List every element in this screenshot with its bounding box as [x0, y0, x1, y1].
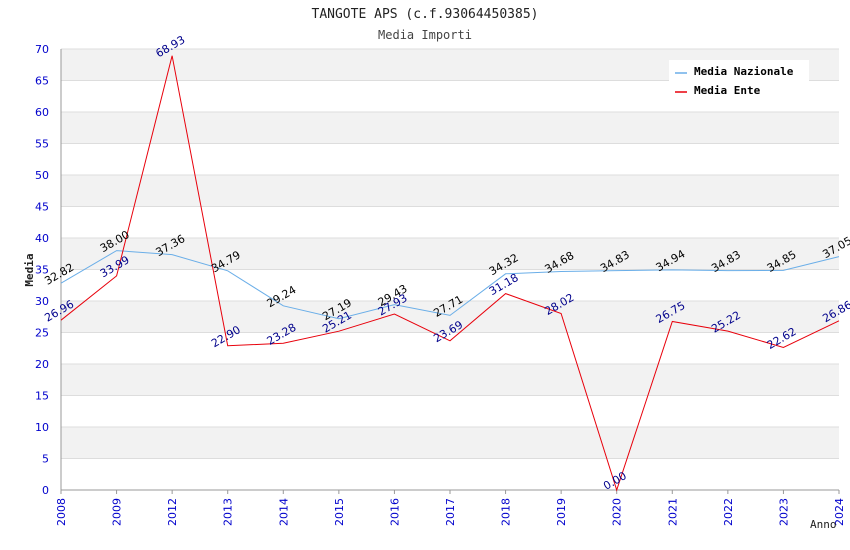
x-tick-label: 2009: [111, 498, 124, 526]
y-tick-label: 20: [35, 358, 49, 371]
grid-band: [61, 301, 839, 333]
x-tick-label: 2023: [777, 498, 790, 526]
chart-subtitle: Media Importi: [378, 28, 472, 42]
y-tick-label: 40: [35, 232, 49, 245]
y-tick-label: 60: [35, 106, 49, 119]
x-tick-label: 2024: [833, 498, 846, 526]
x-tick-label: 2016: [388, 498, 401, 526]
x-tick-label: 2008: [55, 498, 68, 526]
legend-box: [669, 60, 809, 102]
y-tick-label: 65: [35, 75, 49, 88]
y-axis-label: Media: [23, 253, 36, 286]
x-tick-label: 2012: [166, 498, 179, 526]
x-tick-labels: 2008 2009 2012 2013 2014 2015 2016 2017 2018 2019…: [55, 498, 846, 526]
legend-label-media-nazionale: Media Nazionale: [694, 65, 794, 78]
grid-band: [61, 427, 839, 459]
y-tick-label: 55: [35, 138, 49, 151]
x-tick-label: 2022: [722, 498, 735, 526]
legend: Media Nazionale Media Ente: [669, 60, 809, 102]
x-tick-label: 2018: [500, 498, 513, 526]
y-tick-labels: 0 5 10 15 20 25 30 35 40 45 50 55 60 65 70: [35, 43, 49, 497]
grid-band: [61, 364, 839, 396]
x-tick-label: 2014: [277, 498, 290, 526]
x-tick-label: 2015: [333, 498, 346, 526]
series-line-media-nazionale: [60, 250, 840, 320]
background-bands: [61, 49, 839, 459]
y-tick-label: 0: [42, 484, 49, 497]
x-tick-label: 2017: [444, 498, 457, 526]
legend-label-media-ente: Media Ente: [694, 84, 761, 97]
y-tick-label: 5: [42, 453, 49, 466]
series-line-media-ente: [60, 55, 840, 492]
y-tick-label: 10: [35, 421, 49, 434]
y-tick-label: 35: [35, 264, 49, 277]
series-lines: [60, 55, 840, 492]
x-tick-label: 2020: [611, 498, 624, 526]
y-tick-label: 70: [35, 43, 49, 56]
x-tick-label: 2021: [666, 498, 679, 526]
x-axis-label: Anno: [810, 518, 837, 531]
y-tick-label: 50: [35, 169, 49, 182]
y-tick-label: 15: [35, 390, 49, 403]
data-label-media-ente: 0.00: [601, 469, 629, 493]
x-tick-label: 2013: [222, 498, 235, 526]
grid-band: [61, 175, 839, 207]
axes: [60, 49, 840, 494]
grid-band: [61, 238, 839, 270]
grid-band: [61, 112, 839, 144]
y-tick-label: 30: [35, 295, 49, 308]
y-tick-label: 45: [35, 201, 49, 214]
y-tick-label: 25: [35, 327, 49, 340]
chart-title: TANGOTE APS (c.f.93064450385): [312, 7, 539, 22]
x-tick-label: 2019: [555, 498, 568, 526]
